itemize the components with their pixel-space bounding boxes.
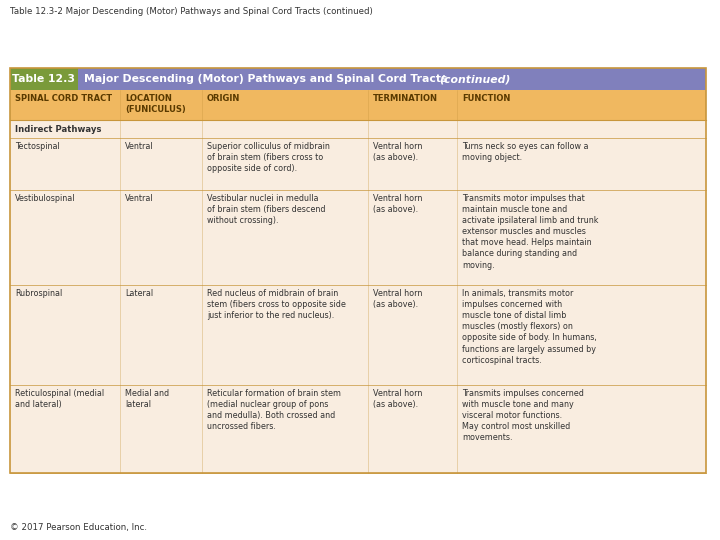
Bar — [10, 68, 78, 90]
Text: Transmits impulses concerned
with muscle tone and many
visceral motor functions.: Transmits impulses concerned with muscle… — [462, 389, 584, 442]
Text: Major Descending (Motor) Pathways and Spinal Cord Tracts: Major Descending (Motor) Pathways and Sp… — [84, 74, 451, 84]
Text: In animals, transmits motor
impulses concerned with
muscle tone of distal limb
m: In animals, transmits motor impulses con… — [462, 289, 597, 365]
Text: Reticular formation of brain stem
(medial nuclear group of pons
and medulla). Bo: Reticular formation of brain stem (media… — [207, 389, 341, 431]
Bar — [10, 285, 706, 385]
Text: Ventral: Ventral — [125, 142, 153, 151]
Text: Table 12.3-2 Major Descending (Motor) Pathways and Spinal Cord Tracts (continued: Table 12.3-2 Major Descending (Motor) Pa… — [10, 7, 373, 16]
Bar — [10, 68, 706, 90]
Text: LOCATION
(FUNICULUS): LOCATION (FUNICULUS) — [125, 94, 186, 114]
Text: Red nucleus of midbrain of brain
stem (fibers cross to opposite side
just inferi: Red nucleus of midbrain of brain stem (f… — [207, 289, 346, 320]
Text: TERMINATION: TERMINATION — [373, 94, 438, 103]
Text: SPINAL CORD TRACT: SPINAL CORD TRACT — [15, 94, 112, 103]
Text: Vestibular nuclei in medulla
of brain stem (fibers descend
without crossing).: Vestibular nuclei in medulla of brain st… — [207, 194, 325, 225]
Bar — [10, 138, 706, 190]
Text: Ventral horn
(as above).: Ventral horn (as above). — [373, 389, 422, 409]
Text: Indirect Pathways: Indirect Pathways — [15, 125, 102, 133]
Text: Vestibulospinal: Vestibulospinal — [15, 194, 76, 203]
Text: Medial and
lateral: Medial and lateral — [125, 389, 169, 409]
Bar — [10, 190, 706, 285]
Text: Tectospinal: Tectospinal — [15, 142, 60, 151]
Bar — [10, 68, 706, 473]
Text: Rubrospinal: Rubrospinal — [15, 289, 62, 298]
Text: Lateral: Lateral — [125, 289, 153, 298]
Text: Ventral horn
(as above).: Ventral horn (as above). — [373, 142, 422, 162]
Bar — [10, 120, 706, 138]
Text: Reticulospinal (medial
and lateral): Reticulospinal (medial and lateral) — [15, 389, 104, 409]
Text: Transmits motor impulses that
maintain muscle tone and
activate ipsilateral limb: Transmits motor impulses that maintain m… — [462, 194, 598, 269]
Text: Turns neck so eyes can follow a
moving object.: Turns neck so eyes can follow a moving o… — [462, 142, 588, 162]
Text: Ventral: Ventral — [125, 194, 153, 203]
Text: (continued): (continued) — [439, 74, 510, 84]
Text: Superior colliculus of midbrain
of brain stem (fibers cross to
opposite side of : Superior colliculus of midbrain of brain… — [207, 142, 330, 173]
Text: © 2017 Pearson Education, Inc.: © 2017 Pearson Education, Inc. — [10, 523, 147, 532]
Bar — [10, 385, 706, 473]
Text: ORIGIN: ORIGIN — [207, 94, 240, 103]
Bar — [10, 90, 706, 120]
Text: Table 12.3: Table 12.3 — [12, 74, 76, 84]
Text: FUNCTION: FUNCTION — [462, 94, 510, 103]
Text: Ventral horn
(as above).: Ventral horn (as above). — [373, 289, 422, 309]
Text: Ventral horn
(as above).: Ventral horn (as above). — [373, 194, 422, 214]
